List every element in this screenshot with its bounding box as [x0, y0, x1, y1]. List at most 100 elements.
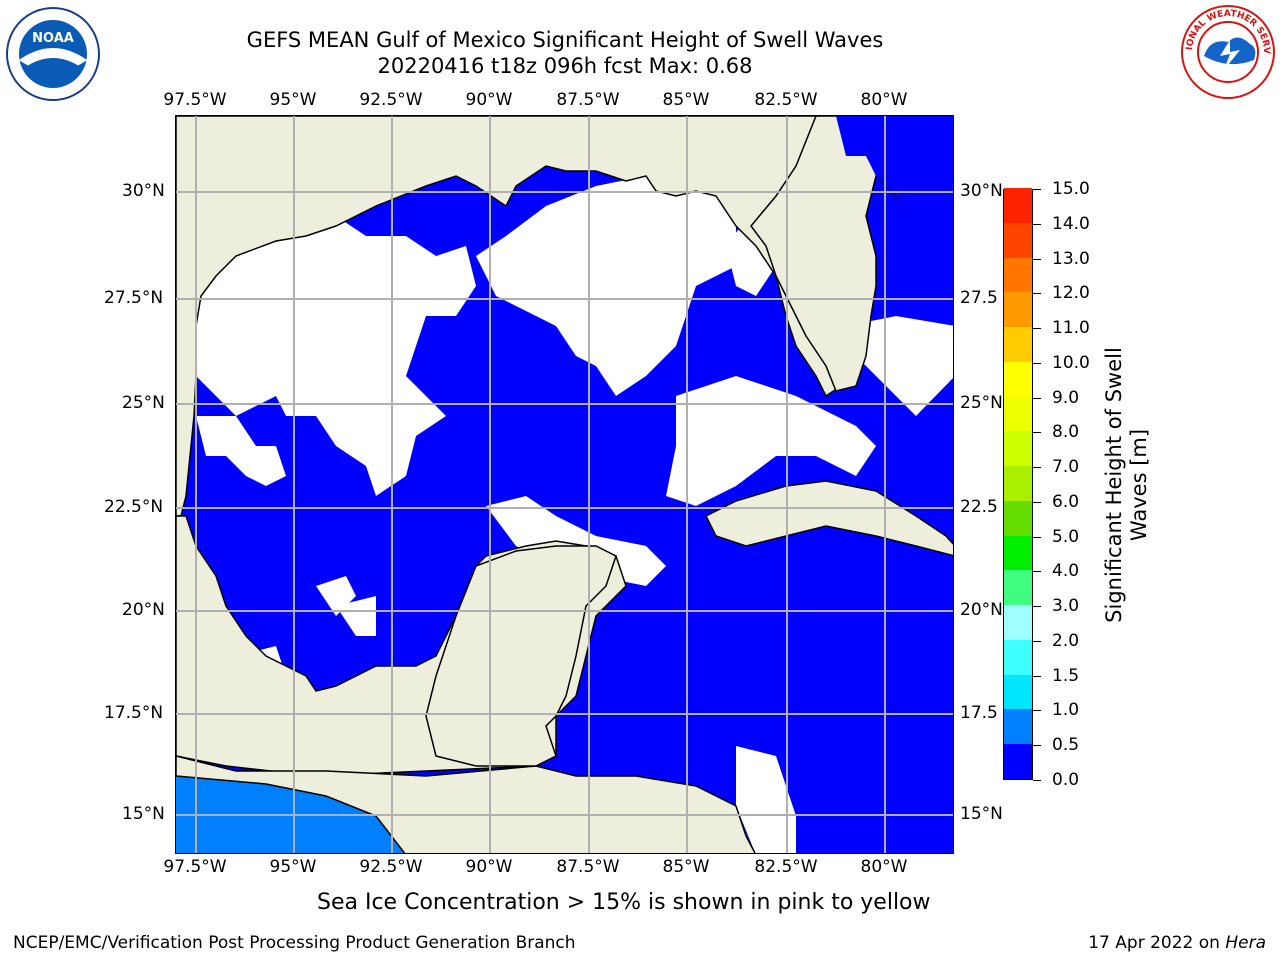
- atlantic-water: [836, 116, 953, 245]
- colorbar-segment: [1004, 535, 1032, 571]
- lon-label-bottom: 87.5°W: [556, 857, 620, 877]
- colorbar-tick-label: 12.0: [1052, 283, 1090, 304]
- colorbar-tick-label: 7.0: [1052, 457, 1080, 478]
- colorbar-tick: [1033, 467, 1041, 469]
- colorbar-segment: [1004, 465, 1032, 501]
- colorbar-tick-label: 11.0: [1052, 318, 1090, 339]
- colorbar: [1003, 187, 1033, 780]
- footer-date: 17 Apr 2022 on: [1088, 933, 1226, 953]
- lon-label-top: 97.5°W: [163, 90, 227, 110]
- colorbar-tick-label: 3.0: [1052, 596, 1080, 617]
- lat-label-right: 17.5: [960, 703, 998, 723]
- colorbar-tick-label: 8.0: [1052, 422, 1080, 443]
- colorbar-segment: [1004, 639, 1032, 675]
- colorbar-tick: [1033, 780, 1041, 781]
- colorbar-segment: [1004, 257, 1032, 293]
- colorbar-tick: [1033, 536, 1041, 538]
- lat-label-right: 22.5: [960, 497, 998, 517]
- colorbar-tick: [1033, 640, 1041, 642]
- lon-label-bottom: 92.5°W: [359, 857, 423, 877]
- lon-label-top: 90°W: [465, 90, 513, 110]
- lon-label-top: 80°W: [860, 90, 908, 110]
- colorbar-segment: [1004, 569, 1032, 606]
- colorbar-segment: [1004, 709, 1032, 745]
- colorbar-tick: [1033, 745, 1041, 747]
- lat-label-right: 25°N: [960, 393, 1003, 413]
- colorbar-tick: [1033, 258, 1041, 260]
- nws-logo: NATIONAL WEATHER SERVICE: [1176, 0, 1276, 100]
- colorbar-tick: [1033, 675, 1041, 677]
- colorbar-tick: [1033, 328, 1041, 330]
- colorbar-segment: [1004, 430, 1032, 467]
- colorbar-segment: [1004, 361, 1032, 397]
- colorbar-segment: [1004, 500, 1032, 536]
- lat-label-right: 30°N: [960, 181, 1003, 201]
- colorbar-tick: [1033, 362, 1041, 364]
- lat-label-left: 17.5°N: [104, 703, 164, 723]
- colorbar-label: Significant Height of Swell Waves [m]: [1102, 347, 1151, 623]
- lat-label-left: 30°N: [122, 181, 165, 201]
- sea-ice-note: Sea Ice Concentration > 15% is shown in …: [317, 890, 931, 915]
- lat-label-right: 20°N: [960, 600, 1003, 620]
- lon-label-top: 85°W: [662, 90, 710, 110]
- colorbar-segment: [1004, 222, 1032, 258]
- colorbar-tick-label: 13.0: [1052, 248, 1090, 269]
- lat-label-right: 27.5: [960, 288, 998, 308]
- colorbar-segment: [1004, 291, 1032, 328]
- colorbar-tick-label: 5.0: [1052, 526, 1080, 547]
- noaa-logo: NOAA: [5, 6, 101, 102]
- graticule: [176, 116, 953, 853]
- no-data-regions: [186, 176, 953, 853]
- lat-label-left: 15°N: [122, 804, 165, 824]
- lat-label-left: 22.5°N: [104, 497, 164, 517]
- colorbar-tick: [1033, 293, 1041, 295]
- lon-label-bottom: 90°W: [465, 857, 513, 877]
- lon-label-bottom: 95°W: [269, 857, 317, 877]
- colorbar-tick: [1033, 571, 1041, 573]
- lat-label-left: 25°N: [122, 393, 165, 413]
- lon-label-top: 92.5°W: [359, 90, 423, 110]
- colorbar-tick-label: 4.0: [1052, 561, 1080, 582]
- chart-subtitle: 20220416 t18z 096h fcst Max: 0.68: [377, 54, 753, 78]
- colorbar-tick: [1033, 606, 1041, 608]
- colorbar-tick: [1033, 432, 1041, 434]
- lon-label-top: 95°W: [269, 90, 317, 110]
- colorbar-tick: [1033, 397, 1041, 399]
- colorbar-tick: [1033, 223, 1041, 225]
- lon-label-bottom: 80°W: [860, 857, 908, 877]
- colorbar-tick-label: 0.5: [1052, 735, 1080, 756]
- colorbar-tick-label: 1.0: [1052, 700, 1080, 721]
- colorbar-tick: [1033, 501, 1041, 503]
- lat-label-left: 27.5°N: [104, 288, 164, 308]
- colorbar-tick-label: 15.0: [1052, 179, 1090, 199]
- colorbar-segment: [1004, 396, 1032, 432]
- map-svg: [176, 116, 953, 853]
- colorbar-segment: [1004, 326, 1032, 362]
- lon-label-bottom: 85°W: [662, 857, 710, 877]
- colorbar-segment: [1004, 187, 1032, 223]
- lat-label-right: 15°N: [960, 804, 1003, 824]
- colorbar-tick-label: 9.0: [1052, 387, 1080, 408]
- lat-label-left: 20°N: [122, 600, 165, 620]
- colorbar-tick-label: 1.5: [1052, 665, 1080, 686]
- colorbar-tick: [1033, 189, 1041, 190]
- colorbar-segment: [1004, 604, 1032, 640]
- lon-label-top: 82.5°W: [754, 90, 818, 110]
- footer-machine: Hera: [1225, 933, 1266, 953]
- colorbar-tick-label: 14.0: [1052, 213, 1090, 234]
- colorbar-tick: [1033, 710, 1041, 712]
- noaa-logo-text: NOAA: [32, 31, 74, 46]
- colorbar-tick-label: 10.0: [1052, 352, 1090, 373]
- lon-label-bottom: 97.5°W: [163, 857, 227, 877]
- lon-label-top: 87.5°W: [556, 90, 620, 110]
- map-panel: [175, 115, 954, 854]
- colorbar-segment: [1004, 743, 1032, 779]
- colorbar-tick-label: 0.0: [1052, 770, 1080, 790]
- footer-left: NCEP/EMC/Verification Post Processing Pr…: [13, 933, 576, 953]
- lon-label-bottom: 82.5°W: [754, 857, 818, 877]
- chart-title: GEFS MEAN Gulf of Mexico Significant Hei…: [246, 28, 884, 52]
- colorbar-segment: [1004, 674, 1032, 710]
- footer-right: 17 Apr 2022 on Hera: [1088, 933, 1266, 953]
- colorbar-tick-label: 6.0: [1052, 491, 1080, 512]
- colorbar-tick-label: 2.0: [1052, 630, 1080, 651]
